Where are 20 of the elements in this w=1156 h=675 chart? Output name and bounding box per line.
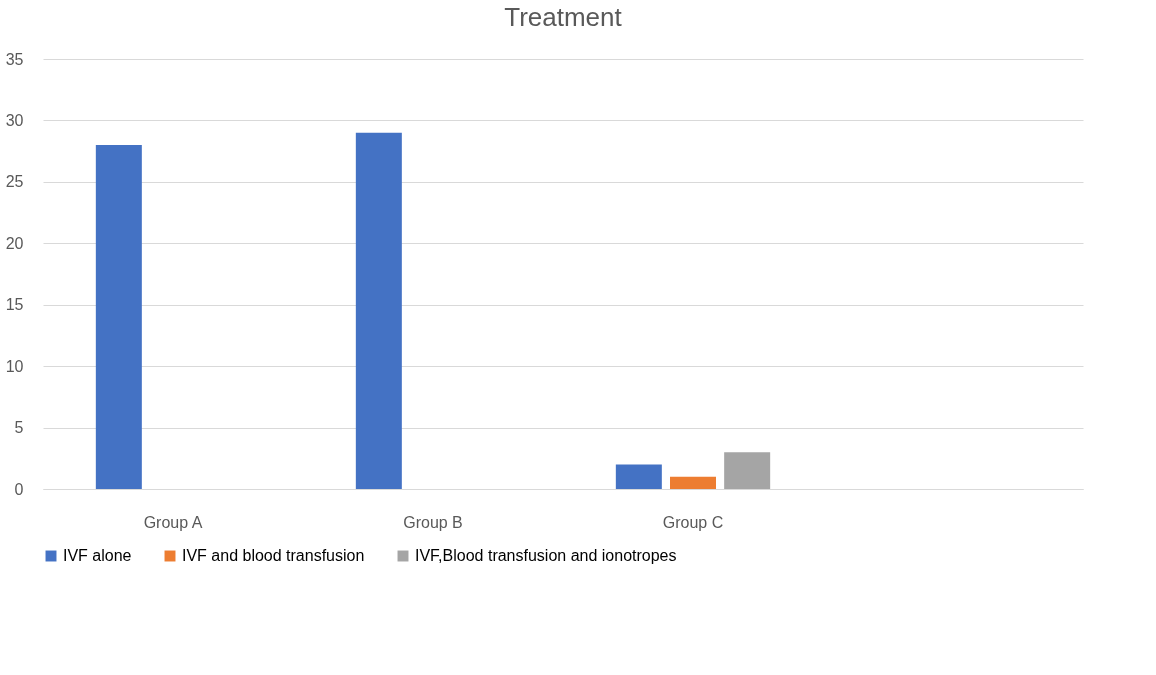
chart-title: Treatment — [504, 2, 623, 32]
legend-label: IVF alone — [63, 547, 132, 564]
y-tick-label: 15 — [5, 296, 24, 314]
y-tick-label: 10 — [5, 357, 24, 375]
y-tick-label: 35 — [5, 50, 24, 68]
x-tick-label: Group C — [662, 513, 724, 531]
bar — [615, 464, 662, 489]
bar — [95, 145, 142, 489]
legend-label: IVF,Blood transfusion and ionotropes — [415, 547, 677, 564]
x-tick-label: Group B — [403, 513, 463, 531]
bar — [670, 476, 716, 489]
y-tick-label: 20 — [5, 234, 24, 252]
y-tick-label: 30 — [5, 111, 24, 129]
x-tick-label: Group A — [143, 513, 203, 531]
y-tick-label: 25 — [5, 173, 24, 191]
legend-label: IVF and blood transfusion — [182, 547, 365, 564]
y-tick-label: 5 — [14, 419, 24, 437]
bar — [724, 452, 771, 489]
y-tick-label: 0 — [14, 480, 24, 498]
bar — [355, 132, 402, 489]
